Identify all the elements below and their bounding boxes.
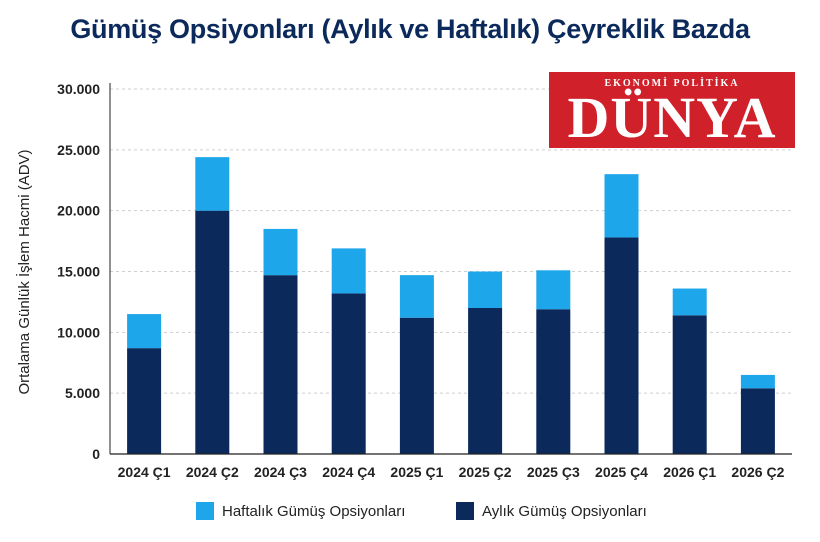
bar-weekly: [740, 374, 775, 389]
legend-item-monthly: Aylık Gümüş Opsiyonları: [456, 502, 647, 520]
bar-monthly: [263, 275, 298, 454]
bar-monthly: [195, 210, 230, 454]
bar-monthly: [672, 315, 707, 454]
bar-weekly: [399, 275, 434, 318]
logo-subtitle: EKONOMİ POLİTİKA: [604, 78, 740, 89]
bar-weekly: [127, 314, 162, 349]
legend-item-weekly: Haftalık Gümüş Opsiyonları: [196, 502, 405, 520]
legend-label-monthly: Aylık Gümüş Opsiyonları: [482, 502, 647, 520]
chart-title: Gümüş Opsiyonları (Aylık ve Haftalık) Çe…: [70, 14, 750, 44]
bar-weekly: [468, 271, 503, 308]
x-tick-label: 2026 Ç2: [731, 464, 784, 480]
y-axis: 0 5.000 10.000 15.000 20.000 25.000 30.000: [57, 81, 111, 462]
stacked-bar-chart: 0 5.000 10.000 15.000 20.000 25.000 30.000 202…: [15, 81, 792, 480]
x-tick-label: 2025 Ç3: [527, 464, 580, 480]
bar-monthly: [331, 293, 366, 454]
y-tick-label: 10.000: [57, 324, 100, 340]
legend: Haftalık Gümüş Opsiyonları Aylık Gümüş O…: [0, 502, 820, 524]
legend-label-weekly: Haftalık Gümüş Opsiyonları: [222, 502, 406, 520]
dunya-logo: EKONOMİ POLİTİKA DÜNYA: [549, 72, 795, 148]
y-tick-label: 5.000: [65, 385, 100, 401]
x-tick-label: 2025 Ç4: [595, 464, 648, 480]
y-tick-label: 30.000: [57, 81, 100, 97]
bar-monthly: [468, 308, 503, 454]
bar-weekly: [331, 248, 366, 294]
x-tick-label: 2024 Ç2: [186, 464, 239, 480]
x-tick-label: 2025 Ç1: [390, 464, 443, 480]
y-tick-label: 0: [92, 446, 100, 462]
bar-weekly: [536, 270, 571, 310]
y-tick-label: 25.000: [57, 142, 100, 158]
legend-swatch-monthly: [456, 502, 474, 520]
x-axis: 2024 Ç1 2024 Ç2 2024 Ç3 2024 Ç4 2025 Ç1 2025 …: [110, 453, 792, 480]
bar-weekly: [672, 288, 707, 316]
x-tick-label: 2024 Ç3: [254, 464, 307, 480]
bars: [127, 157, 775, 454]
x-tick-label: 2025 Ç2: [459, 464, 512, 480]
bar-weekly: [263, 228, 298, 276]
bar-monthly: [740, 388, 775, 454]
bar-monthly: [399, 317, 434, 454]
y-tick-label: 15.000: [57, 264, 100, 280]
bar-monthly: [536, 309, 571, 454]
x-tick-label: 2026 Ç1: [663, 464, 716, 480]
y-tick-label: 20.000: [57, 203, 100, 219]
y-axis-label: Ortalama Günlük İşlem Hacmi (ADV): [15, 149, 33, 394]
legend-swatch-weekly: [196, 502, 214, 520]
bar-weekly: [195, 157, 230, 211]
x-tick-label: 2024 Ç1: [118, 464, 171, 480]
x-tick-label: 2024 Ç4: [322, 464, 375, 480]
logo-name: DÜNYA: [567, 85, 777, 148]
bar-monthly: [604, 237, 639, 454]
bar-monthly: [127, 348, 162, 454]
bar-weekly: [604, 174, 639, 238]
